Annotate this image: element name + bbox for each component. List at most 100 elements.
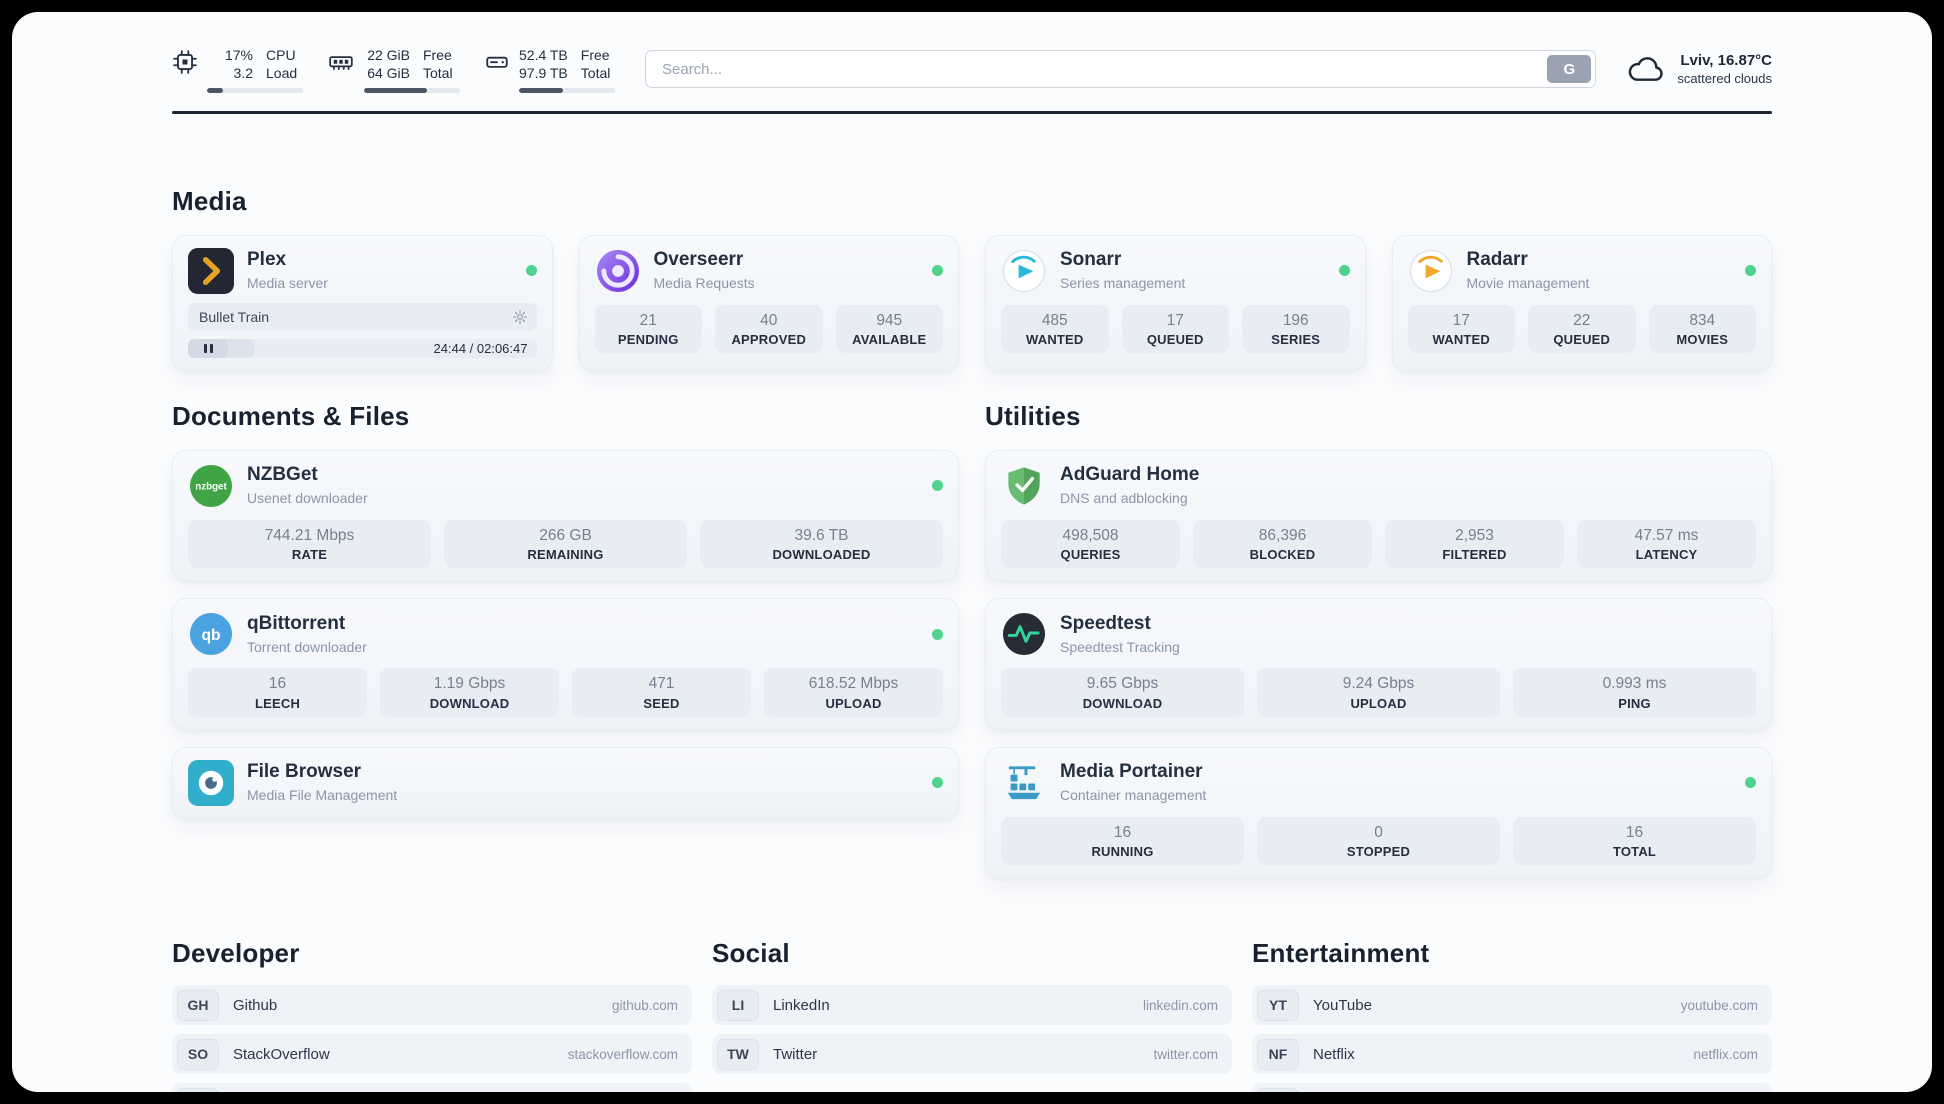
- app-name: qBittorrent: [247, 612, 346, 634]
- stat-rate: 744.21 Mbps RATE: [188, 519, 431, 569]
- qbittorrent-icon: qb: [188, 611, 234, 657]
- app-name: Radarr: [1466, 249, 1528, 271]
- bookmark-abbr: NF: [1257, 1038, 1299, 1070]
- stat-value: 22: [1573, 311, 1591, 329]
- stat-value: 47.57 ms: [1634, 526, 1699, 544]
- stat-value: 21: [639, 311, 657, 329]
- app-name: NZBGet: [247, 464, 318, 486]
- stat-label: QUERIES: [1060, 547, 1121, 563]
- bookmark-netflix[interactable]: NF Netflix netflix.com: [1252, 1034, 1772, 1075]
- stat-label: BLOCKED: [1249, 547, 1316, 563]
- bookmark-name: StackOverflow: [233, 1045, 330, 1063]
- section-title-utilities: Utilities: [985, 400, 1081, 431]
- bookmark-name: Netflix: [1313, 1045, 1355, 1063]
- app-card-overseerr[interactable]: Overseerr Media Requests 21 PENDING 40 A…: [578, 234, 959, 371]
- app-card-qbittorrent[interactable]: qb qBittorrent Torrent downloader 16: [172, 598, 959, 730]
- nzbget-icon: nzbget: [188, 463, 234, 509]
- stat-pending: 21 PENDING: [594, 304, 702, 354]
- app-name: Media Portainer: [1060, 761, 1203, 783]
- search-bar: G: [645, 50, 1597, 89]
- top-bar: 17% 3.2 CPU Load: [172, 12, 1772, 93]
- stat-value: 744.21 Mbps: [264, 526, 355, 544]
- stat-value: 39.6 TB: [794, 526, 849, 544]
- stat-label: QUEUED: [1146, 332, 1204, 348]
- app-card-plex[interactable]: Plex Media server Bullet Train: [172, 234, 553, 371]
- bookmark-abbr: SO: [177, 1038, 219, 1070]
- memory-free-value: 22 GiB: [367, 47, 410, 63]
- pause-icon[interactable]: [188, 338, 228, 358]
- stat-value: 9.65 Gbps: [1086, 675, 1159, 693]
- cpu-widget: 17% 3.2 CPU Load: [172, 46, 303, 93]
- stat-label: RATE: [291, 547, 328, 563]
- app-card-nzbget[interactable]: nzbget NZBGet Usenet downloader 744.21 M…: [172, 449, 959, 582]
- speedtest-icon: [1001, 611, 1047, 657]
- stat-label: REMAINING: [527, 547, 604, 563]
- stat-value: 86,396: [1258, 526, 1307, 544]
- disk-total-value: 97.9 TB: [519, 65, 568, 82]
- stat-label: STOPPED: [1346, 844, 1411, 860]
- status-dot: [932, 777, 943, 789]
- stat-approved: 40 APPROVED: [715, 304, 823, 354]
- app-card-sonarr[interactable]: Sonarr Series management 485 WANTED 17 Q…: [985, 234, 1366, 371]
- stat-value: 498,508: [1062, 526, 1119, 544]
- stat-download: 9.65 Gbps DOWNLOAD: [1001, 668, 1244, 717]
- stat-label: UPLOAD: [825, 695, 882, 711]
- bookmark-stackoverflow[interactable]: SO StackOverflow stackoverflow.com: [172, 1034, 692, 1075]
- weather-widget: Lviv, 16.87°C scattered clouds: [1626, 52, 1772, 86]
- cpu-icon: [172, 49, 198, 75]
- bookmark-abbr: LI: [717, 989, 759, 1021]
- stat-label: LATENCY: [1635, 547, 1698, 563]
- stat-label: UPLOAD: [1350, 695, 1407, 711]
- stat-wanted: 485 WANTED: [1001, 304, 1109, 354]
- disk-free-label: Free: [580, 47, 610, 63]
- stat-label: RUNNING: [1091, 844, 1154, 860]
- bookmark-url: netflix.com: [1693, 1046, 1758, 1062]
- app-description: Speedtest Tracking: [1060, 638, 1180, 655]
- search-engine-button[interactable]: G: [1547, 55, 1592, 84]
- section-title-social: Social: [712, 938, 790, 969]
- section-title-developer: Developer: [172, 938, 300, 969]
- disk-widget: 52.4 TB 97.9 TB Free Total: [484, 46, 615, 93]
- stat-label: DOWNLOAD: [429, 695, 510, 711]
- stat-ping: 0.993 ms PING: [1513, 668, 1756, 717]
- disk-progress-fill: [519, 87, 564, 93]
- bookmark-abbr: RE: [1257, 1087, 1299, 1092]
- now-playing-bar: Bullet Train: [188, 302, 537, 331]
- bookmark-reddit[interactable]: RE Reddit reddit.com: [1252, 1083, 1772, 1092]
- app-description: Media File Management: [247, 787, 398, 804]
- bookmark-youtube[interactable]: YT YouTube youtube.com: [1252, 985, 1772, 1026]
- section-title-documents: Documents & Files: [172, 400, 410, 431]
- stat-queued: 17 QUEUED: [1121, 304, 1229, 354]
- section-utilities: Utilities: [985, 400, 1772, 879]
- stat-blocked: 86,396 BLOCKED: [1193, 519, 1372, 569]
- stat-value: 16: [268, 675, 287, 693]
- stat-movies: 834 MOVIES: [1648, 304, 1756, 354]
- bookmark-abbr: GH: [177, 989, 219, 1021]
- plex-icon: [188, 247, 234, 294]
- stat-label: AVAILABLE: [852, 332, 927, 348]
- app-card-portainer[interactable]: Media Portainer Container management 16 …: [985, 746, 1772, 879]
- app-card-adguard[interactable]: AdGuard Home DNS and adblocking 498,508 …: [985, 449, 1772, 582]
- app-card-filebrowser[interactable]: File Browser Media File Management: [172, 746, 959, 819]
- app-description: DNS and adblocking: [1060, 490, 1188, 507]
- app-card-speedtest[interactable]: Speedtest Speedtest Tracking 9.65 Gbps D…: [985, 598, 1772, 730]
- app-name: Plex: [247, 249, 287, 271]
- section-title-media: Media: [172, 185, 247, 216]
- stat-value: 2,953: [1455, 526, 1494, 544]
- bookmark-dev[interactable]: DT DEV dev.to: [172, 1083, 692, 1092]
- stat-label: SEED: [643, 695, 680, 711]
- bookmark-linkedin[interactable]: LI LinkedIn linkedin.com: [712, 985, 1232, 1026]
- app-description: Media server: [247, 275, 328, 292]
- system-widgets: 17% 3.2 CPU Load: [172, 46, 615, 93]
- stat-label: DOWNLOAD: [1082, 695, 1163, 711]
- search-input[interactable]: [645, 50, 1597, 89]
- gear-icon[interactable]: [512, 309, 528, 325]
- bookmark-github[interactable]: GH Github github.com: [172, 985, 692, 1026]
- disk-icon: [484, 49, 510, 75]
- stat-value: 618.52 Mbps: [808, 675, 899, 693]
- app-description: Torrent downloader: [247, 638, 367, 655]
- bookmark-twitter[interactable]: TW Twitter twitter.com: [712, 1034, 1232, 1075]
- stat-total: 16 TOTAL: [1513, 816, 1756, 866]
- app-card-radarr[interactable]: Radarr Movie management 17 WANTED 22 QUE…: [1391, 234, 1772, 371]
- section-developer: Developer GH Github github.com SO StackO…: [172, 938, 692, 1092]
